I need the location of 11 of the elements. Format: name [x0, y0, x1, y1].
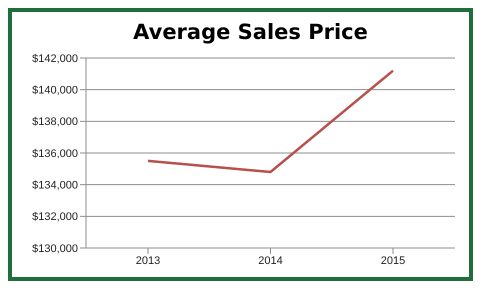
y-tick-label: $138,000 — [32, 116, 78, 128]
x-tick-label: 2015 — [380, 254, 406, 267]
x-tick-label: 2014 — [258, 254, 283, 267]
y-tick-label: $140,000 — [32, 84, 78, 97]
chart-title: Average Sales Price — [132, 20, 369, 44]
y-tick-label: $142,000 — [32, 52, 78, 65]
y-tick-label: $134,000 — [32, 180, 78, 192]
y-tick-label: $132,000 — [32, 211, 78, 224]
x-tick-label: 2013 — [136, 254, 160, 267]
y-tick-label: $130,000 — [32, 242, 78, 255]
y-tick-label: $136,000 — [32, 148, 78, 160]
